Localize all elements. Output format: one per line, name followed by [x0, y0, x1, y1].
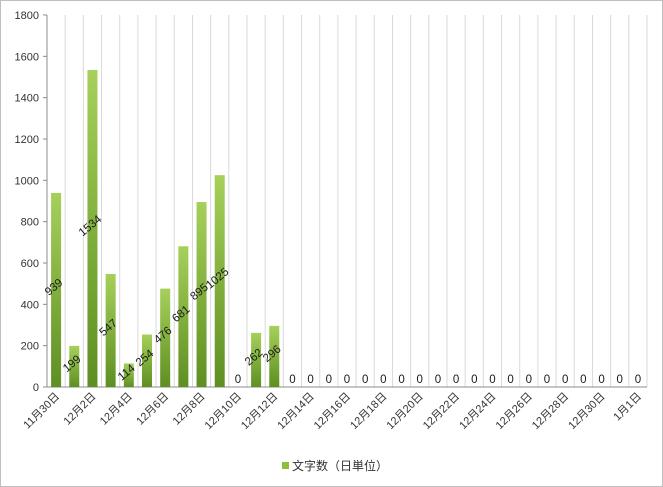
bar — [178, 246, 189, 387]
bar — [196, 202, 207, 387]
data-label: 0 — [362, 374, 368, 386]
data-label: 476 — [152, 325, 174, 347]
bar — [142, 334, 152, 387]
data-label: 0 — [544, 374, 550, 386]
data-label: 0 — [417, 374, 423, 386]
legend: 文字数（日単位） — [282, 458, 389, 473]
bars — [51, 69, 280, 388]
y-tick-label: 1000 — [15, 175, 39, 187]
bar — [87, 69, 98, 388]
bar — [105, 273, 116, 387]
data-label: 0 — [235, 374, 241, 386]
y-tick-label: 1200 — [15, 134, 39, 146]
y-tick-label: 1600 — [15, 51, 39, 63]
data-label: 0 — [635, 374, 641, 386]
data-label: 0 — [489, 374, 495, 386]
x-tick-label: 12月24日 — [457, 391, 498, 432]
data-label: 0 — [598, 374, 604, 386]
data-labels: 9391991534547114254476681895102502622960… — [43, 213, 641, 386]
data-label: 0 — [398, 374, 404, 386]
x-tick-label: 12月10日 — [203, 391, 244, 432]
data-label: 0 — [617, 374, 623, 386]
x-tick-label: 12月12日 — [239, 391, 280, 432]
data-label: 681 — [170, 304, 192, 326]
y-tick-label: 1400 — [15, 93, 39, 105]
y-tick-label: 400 — [21, 299, 39, 311]
data-label: 0 — [526, 374, 532, 386]
x-tick-label: 1月1日 — [611, 391, 644, 424]
x-tick-label: 12月14日 — [275, 391, 316, 432]
x-tick-label: 12月30日 — [566, 391, 607, 432]
bar — [214, 175, 225, 387]
data-label: 0 — [344, 374, 350, 386]
data-label: 0 — [326, 374, 332, 386]
bar — [69, 345, 80, 387]
data-label: 254 — [134, 347, 157, 369]
x-tick-label: 12月2日 — [62, 391, 99, 428]
x-tick-label: 12月26日 — [494, 391, 535, 432]
y-tick-label: 1800 — [15, 10, 39, 22]
data-label: 0 — [580, 374, 586, 386]
gridlines — [64, 15, 648, 387]
legend-label: 文字数（日単位） — [292, 458, 389, 473]
data-label: 199 — [61, 353, 83, 375]
y-tick-label: 600 — [21, 258, 39, 270]
data-label: 0 — [507, 374, 513, 386]
data-label: 939 — [43, 277, 65, 299]
data-label: 0 — [453, 374, 459, 386]
data-label: 0 — [471, 374, 477, 386]
x-tick-label: 12月16日 — [312, 391, 353, 432]
bar — [160, 288, 171, 387]
y-tick-label: 200 — [21, 341, 39, 353]
data-label: 0 — [289, 374, 295, 386]
x-tick-label: 12月28日 — [530, 391, 571, 432]
bar — [269, 325, 280, 387]
y-tick-label: 800 — [21, 217, 39, 229]
x-axis-ticks: 11月30日 12月2日 12月4日 12月6日 12月8日12月10日12月12日12… — [21, 391, 644, 432]
bar — [123, 363, 134, 387]
y-tick-label: 0 — [33, 382, 39, 394]
data-label: 0 — [562, 374, 568, 386]
data-label: 296 — [261, 343, 283, 365]
data-label: 0 — [435, 374, 441, 386]
bar — [51, 192, 62, 387]
y-axis-ticks: 0 200 400 600 800 1000 1200 1400 1600 1800 — [15, 10, 47, 394]
x-tick-label: 11月30日 — [21, 391, 62, 432]
x-tick-label: 12月22日 — [421, 391, 462, 432]
x-tick-label: 12月8日 — [171, 391, 208, 428]
legend-swatch — [282, 461, 289, 469]
bar — [251, 332, 262, 387]
data-label: 0 — [380, 374, 386, 386]
x-tick-label: 12月6日 — [134, 391, 171, 428]
data-label: 547 — [98, 317, 120, 339]
x-tick-label: 12月20日 — [384, 391, 425, 432]
x-tick-label: 12月18日 — [348, 391, 389, 432]
data-label: 0 — [307, 374, 313, 386]
x-tick-label: 12月4日 — [98, 391, 135, 428]
axes — [46, 15, 647, 388]
